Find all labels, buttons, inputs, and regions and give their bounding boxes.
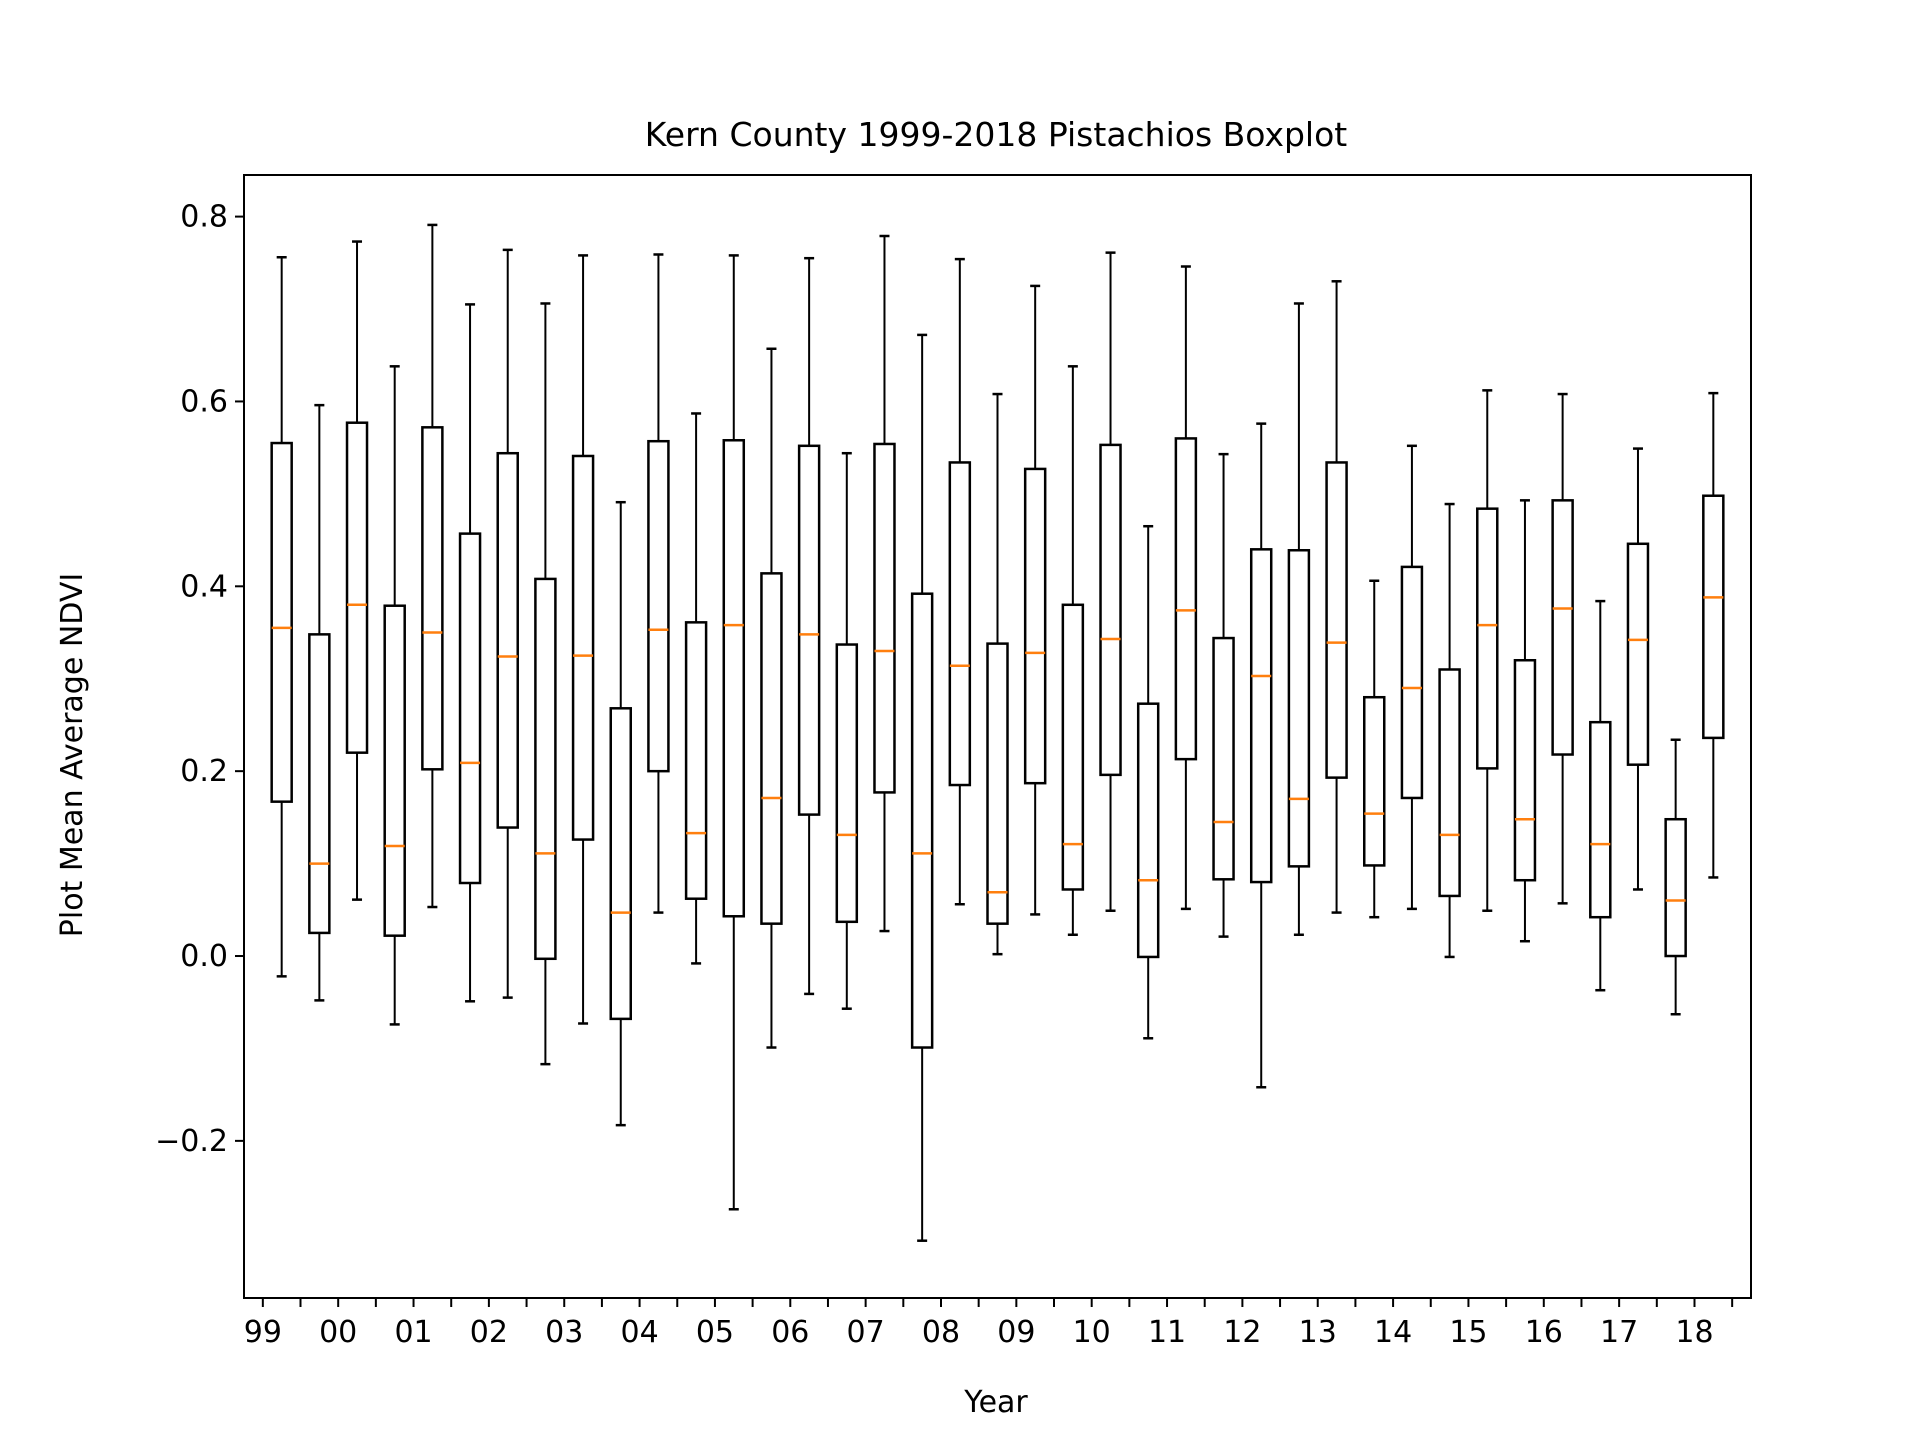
box [1702,494,1725,740]
box [910,592,934,1049]
box [722,439,746,918]
box [873,442,896,794]
box [1626,542,1650,766]
box [1212,636,1235,881]
x-tick-label: 16 [1525,1315,1563,1350]
x-tick-label: 05 [696,1315,734,1350]
box [647,439,670,773]
x-tick-label: 00 [319,1315,357,1350]
box [1438,668,1461,898]
box [496,451,519,829]
box [458,532,482,885]
box [1400,565,1424,800]
box [345,421,369,754]
x-tick-label: 15 [1449,1315,1487,1350]
x-tick-label: 02 [470,1315,508,1350]
x-tick-label: 12 [1223,1315,1261,1350]
y-tick-label: 0.6 [180,384,228,419]
box [1551,499,1574,756]
box [421,426,444,771]
x-tick-label: 07 [847,1315,885,1350]
box [1136,702,1160,959]
axes-frame [243,174,1752,1299]
box [1174,437,1198,761]
box [308,633,331,935]
box [1513,658,1537,882]
x-tick-label: 13 [1299,1315,1337,1350]
box [1287,549,1311,868]
box [684,621,708,900]
y-tick-label: −0.2 [155,1124,228,1159]
box [609,707,632,1021]
y-tick-label: 0.0 [180,939,228,974]
box [835,643,859,924]
x-tick-label: 04 [620,1315,658,1350]
box [1061,603,1085,891]
box [1249,548,1273,884]
box [534,577,557,961]
x-tick-label: 11 [1148,1315,1186,1350]
x-tick-label: 18 [1675,1315,1713,1350]
box [383,604,406,937]
box [948,461,972,787]
x-tick-label: 01 [394,1315,432,1350]
box [1023,467,1047,785]
box [1325,461,1348,779]
x-tick-label: 99 [244,1315,282,1350]
box [571,454,595,841]
x-tick-label: 17 [1600,1315,1638,1350]
box [1589,720,1612,919]
chart-title: Kern County 1999-2018 Pistachios Boxplot [645,115,1348,154]
x-tick-label: 09 [997,1315,1035,1350]
box [1664,817,1687,958]
plot-area: −0.2 0.0 0.2 0.4 0.6 0.8 99 00 01 02 03 04 05 06 07 08 0… [155,200,1734,1350]
x-tick-label: 08 [922,1315,960,1350]
x-tick-label: 14 [1374,1315,1412,1350]
y-tick-label: 0.8 [180,200,228,235]
box [986,642,1009,925]
box [270,441,293,803]
box [797,444,821,816]
x-tick-label: 10 [1073,1315,1111,1350]
y-tick-label: 0.2 [180,754,228,789]
box [760,572,783,925]
x-axis-label: Year [963,1385,1028,1420]
box [1099,443,1122,777]
box [1476,507,1499,770]
box [1363,695,1386,867]
x-tick-label: 03 [545,1315,583,1350]
x-tick-label: 06 [771,1315,809,1350]
y-axis-label: Plot Mean Average NDVI [55,573,90,937]
y-tick-label: 0.4 [180,569,228,604]
